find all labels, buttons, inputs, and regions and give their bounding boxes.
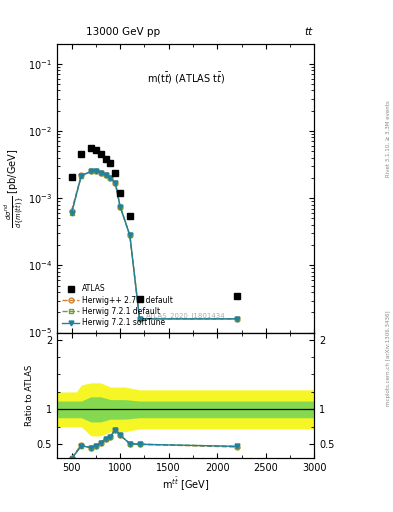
Text: mcplots.cern.ch [arXiv:1306.3436]: mcplots.cern.ch [arXiv:1306.3436]	[386, 311, 391, 406]
Y-axis label: $\frac{d\sigma^{nd}}{d\{m(t\bar{t})\}}$ [pb/GeV]: $\frac{d\sigma^{nd}}{d\{m(t\bar{t})\}}$ …	[4, 148, 27, 228]
Text: tt: tt	[304, 27, 312, 37]
Text: 13000 GeV pp: 13000 GeV pp	[86, 27, 161, 37]
X-axis label: m$^{t\bar{t}}$ [GeV]: m$^{t\bar{t}}$ [GeV]	[162, 476, 209, 493]
Text: Rivet 3.1.10, ≥ 3.3M events: Rivet 3.1.10, ≥ 3.3M events	[386, 100, 391, 177]
Text: ATLAS_2020_I1801434: ATLAS_2020_I1801434	[146, 312, 226, 318]
Legend: ATLAS, Herwig++ 2.7.1 default, Herwig 7.2.1 default, Herwig 7.2.1 softTune: ATLAS, Herwig++ 2.7.1 default, Herwig 7.…	[61, 283, 174, 329]
Text: m(t$\bar{t}$) (ATLAS t$\bar{t}$): m(t$\bar{t}$) (ATLAS t$\bar{t}$)	[147, 71, 225, 86]
Y-axis label: Ratio to ATLAS: Ratio to ATLAS	[25, 365, 34, 426]
